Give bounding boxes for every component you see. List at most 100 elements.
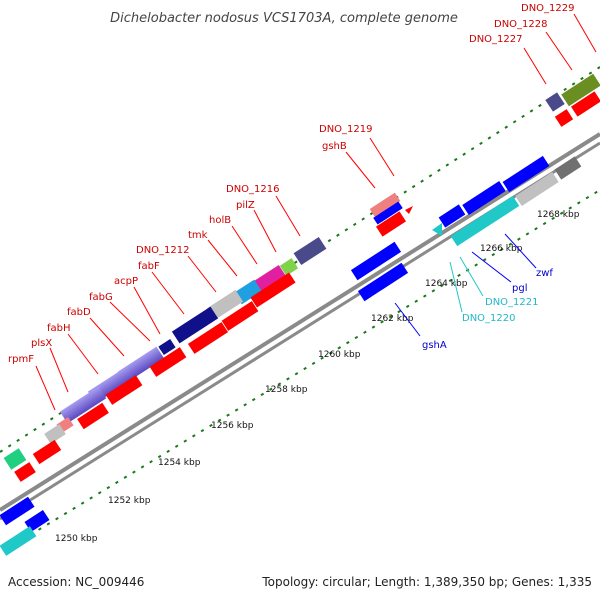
feature-red-1 bbox=[250, 272, 296, 308]
map-title: Dichelobacter nodosus VCS1703A, complete… bbox=[110, 11, 458, 26]
tick-1260: 1260 kbp bbox=[318, 350, 361, 360]
label-fabd: fabD bbox=[67, 307, 91, 318]
leader-dno1220 bbox=[449, 261, 463, 313]
feature-cyan-arrow bbox=[432, 223, 442, 236]
labels-blue: gshA zwf pgl bbox=[422, 268, 553, 351]
feature-red-8 bbox=[14, 462, 36, 482]
feature-red-3 bbox=[187, 322, 229, 354]
tick-1266: 1266 kbp bbox=[480, 244, 523, 254]
tick-1256: 1256 kbp bbox=[211, 421, 254, 431]
labels-red: rpmF plsX fabH fabD fabG acpP fabF DNO_1… bbox=[8, 3, 575, 365]
leader-acpp bbox=[133, 286, 161, 335]
feature-red-4 bbox=[149, 347, 187, 377]
leader-lines-cyan bbox=[449, 256, 484, 313]
leader-plsx bbox=[49, 347, 69, 393]
features bbox=[0, 73, 600, 556]
feature-bl-blue-1 bbox=[0, 496, 35, 526]
track-bottom-inner bbox=[29, 189, 600, 536]
leader-fabg bbox=[109, 301, 151, 342]
label-pgl: pgl bbox=[512, 283, 527, 294]
feature-red-7 bbox=[32, 439, 62, 465]
leader-dno1221 bbox=[459, 256, 484, 297]
label-dno1212: DNO_1212 bbox=[136, 245, 190, 256]
tick-1268: 1268 kbp bbox=[537, 210, 580, 220]
feature-small-red-arrow bbox=[405, 206, 413, 214]
summary-text: Topology: circular; Length: 1,389,350 bp… bbox=[261, 575, 592, 589]
feature-dno1228 bbox=[545, 92, 565, 112]
leader-dno1228 bbox=[545, 31, 573, 71]
feature-red-2 bbox=[221, 301, 259, 331]
leader-gsha bbox=[394, 302, 421, 337]
feature-green-small bbox=[3, 448, 27, 470]
feature-red-6 bbox=[77, 402, 109, 430]
feature-gshb-red bbox=[375, 211, 407, 237]
feature-blue-c bbox=[502, 155, 550, 193]
tick-1264: 1264 kbp bbox=[425, 279, 468, 289]
leader-fabf bbox=[151, 271, 185, 315]
tick-1250: 1250 kbp bbox=[55, 534, 98, 544]
feature-fabf bbox=[171, 306, 219, 344]
leader-rpmf bbox=[35, 365, 56, 411]
feature-rpmf bbox=[44, 424, 66, 444]
leader-lines bbox=[35, 13, 597, 411]
feature-grey-b bbox=[554, 156, 582, 180]
feature-gsha-b bbox=[357, 262, 409, 302]
tick-1258: 1258 kbp bbox=[265, 385, 308, 395]
label-dno1216: DNO_1216 bbox=[226, 184, 280, 195]
label-rpmf: rpmF bbox=[8, 354, 34, 365]
feature-pilz bbox=[279, 258, 299, 276]
feature-right-red bbox=[570, 91, 600, 117]
feature-dno1229 bbox=[561, 73, 600, 107]
feature-gshb bbox=[369, 192, 401, 218]
feature-blue-a bbox=[438, 204, 466, 228]
label-fabg: fabG bbox=[89, 292, 113, 303]
leader-dno1216 bbox=[275, 195, 301, 237]
feature-dno1216 bbox=[293, 236, 327, 266]
leader-fabd bbox=[89, 317, 125, 357]
leader-dno1212 bbox=[187, 255, 217, 293]
leader-gshb bbox=[345, 151, 376, 189]
label-fabh: fabH bbox=[47, 323, 71, 334]
accession-text: Accession: NC_009446 bbox=[8, 575, 144, 589]
labels-cyan: DNO_1221 DNO_1220 bbox=[462, 297, 539, 324]
leader-dno1219 bbox=[369, 137, 395, 177]
feature-dno1212 bbox=[206, 289, 244, 321]
feature-acpp bbox=[158, 338, 176, 356]
tick-labels: 1250 kbp 1252 kbp 1254 kbp 1256 kbp 1258… bbox=[55, 210, 580, 544]
tick-1252: 1252 kbp bbox=[108, 496, 151, 506]
feature-dno1227 bbox=[554, 109, 574, 127]
label-pilz: pilZ bbox=[236, 200, 255, 211]
leader-pgl bbox=[471, 251, 512, 283]
label-gshb: gshB bbox=[322, 141, 347, 152]
feature-fabh bbox=[59, 386, 107, 424]
leader-pilz bbox=[253, 209, 277, 253]
tick-1254: 1254 kbp bbox=[158, 458, 201, 468]
label-dno1221: DNO_1221 bbox=[485, 297, 539, 308]
backbone bbox=[0, 132, 600, 521]
leader-zwf bbox=[504, 233, 537, 269]
feature-bl-cyan bbox=[0, 526, 37, 556]
label-dno1228: DNO_1228 bbox=[494, 19, 548, 30]
feature-blue-b bbox=[462, 180, 506, 216]
label-zwf: zwf bbox=[536, 268, 553, 279]
feature-gshb-blue bbox=[373, 201, 403, 225]
label-dno1229: DNO_1229 bbox=[521, 3, 575, 14]
feature-gsha-a bbox=[350, 241, 402, 281]
backbone-line-1 bbox=[0, 132, 600, 512]
tick-1262: 1262 kbp bbox=[371, 314, 414, 324]
label-holb: holB bbox=[209, 215, 231, 226]
label-dno1227: DNO_1227 bbox=[469, 34, 523, 45]
label-plsx: plsX bbox=[31, 338, 52, 349]
feature-cyan bbox=[450, 195, 520, 247]
leader-fabh bbox=[67, 333, 99, 375]
leader-dno1229 bbox=[573, 13, 597, 53]
leader-holb bbox=[231, 225, 258, 265]
label-dno1220: DNO_1220 bbox=[462, 313, 516, 324]
dotted-tracks bbox=[0, 66, 600, 536]
label-fabf: fabF bbox=[138, 261, 160, 272]
label-gsha: gshA bbox=[422, 340, 447, 351]
label-acpp: acpP bbox=[114, 276, 138, 287]
feature-grey-a bbox=[515, 171, 559, 207]
feature-tmk bbox=[234, 279, 262, 305]
